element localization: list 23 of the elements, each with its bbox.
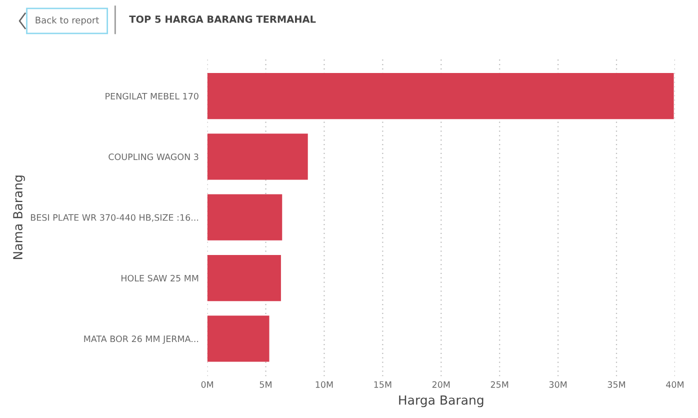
x-tick-label: 10M <box>316 381 333 388</box>
bar <box>207 72 674 120</box>
text: Back to report <box>36 16 99 26</box>
x-tick-label: 30M <box>549 381 567 388</box>
x-tick-label: 0M <box>201 381 214 388</box>
x-tick-label: 5M <box>260 381 272 388</box>
x-axis-title: Harga Barang <box>399 395 484 408</box>
y-tick-label: COUPLING WAGON 3 <box>108 154 198 160</box>
y-tick-label: MATA BOR 26 MM JERMA... <box>84 336 198 344</box>
x-tick-label: 35M <box>608 381 625 388</box>
y-tick-label: BESI PLATE WR 370-440 HB,SIZE :16... <box>30 214 198 222</box>
bar <box>207 134 308 180</box>
x-tick-label: 20M <box>432 381 450 388</box>
x-tick-label: 15M <box>374 381 392 388</box>
y-axis-title: Nama Barang <box>13 176 25 259</box>
bar <box>207 316 270 362</box>
x-tick-label: 25M <box>490 381 508 388</box>
chart-title: TOP 5 HARGA BARANG TERMAHAL <box>129 16 316 23</box>
x-tick-label: 40M <box>666 381 684 388</box>
y-tick-label: PENGILAT MEBEL 170 <box>106 92 198 100</box>
bar <box>207 194 282 240</box>
bar <box>207 254 281 302</box>
y-tick-label: HOLE SAW 25 MM <box>122 274 198 282</box>
